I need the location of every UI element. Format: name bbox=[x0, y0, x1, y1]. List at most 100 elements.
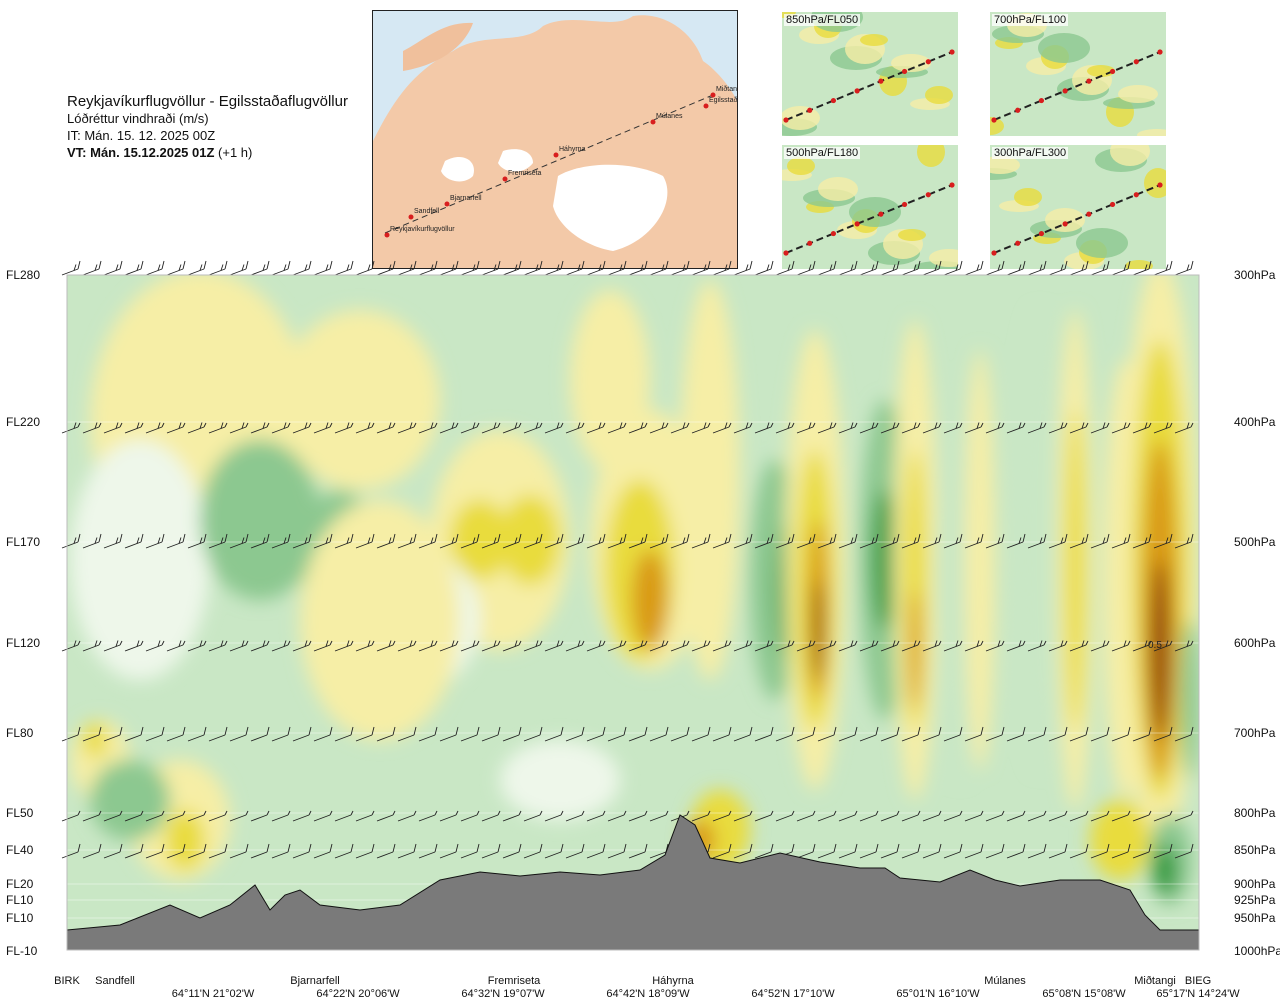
wind-barb bbox=[901, 533, 921, 549]
wind-barb bbox=[1111, 810, 1131, 822]
wind-barb bbox=[292, 260, 312, 276]
velocity-contour bbox=[1153, 845, 1177, 895]
wind-barb bbox=[838, 810, 858, 822]
wind-barb bbox=[313, 726, 333, 742]
wind-barb bbox=[544, 533, 564, 549]
velocity-contour bbox=[570, 290, 650, 470]
y-right-tick-label: 950hPa bbox=[1234, 911, 1276, 925]
wind-barb bbox=[1153, 810, 1173, 822]
level-map-700[interactable]: 700hPa/FL100 bbox=[976, 12, 1177, 141]
wind-barb bbox=[1027, 260, 1047, 276]
wind-barb bbox=[964, 422, 984, 434]
wind-barb bbox=[943, 843, 963, 859]
y-left-tick-label: FL120 bbox=[6, 636, 41, 650]
wind-barb bbox=[439, 726, 459, 742]
wind-barb bbox=[313, 422, 333, 434]
wind-barb bbox=[208, 726, 228, 742]
wind-barb bbox=[985, 726, 1005, 742]
thumb-waypoint bbox=[901, 201, 908, 208]
map-waypoint-marker bbox=[444, 201, 450, 207]
wind-barb bbox=[1111, 843, 1131, 859]
wind-barb bbox=[229, 726, 249, 742]
wind-barb bbox=[124, 640, 144, 652]
wind-barb bbox=[376, 533, 396, 549]
wind-barb bbox=[1153, 843, 1173, 859]
map-waypoint-marker bbox=[408, 214, 414, 220]
wind-barb bbox=[733, 810, 753, 822]
wind-barb bbox=[712, 726, 732, 742]
level-map-500-canvas bbox=[772, 137, 969, 273]
y-left-tick-label: FL-10 bbox=[6, 944, 38, 958]
wind-barb bbox=[481, 533, 501, 549]
velocity-contour bbox=[1180, 620, 1199, 780]
x-waypoint-label: Fremriseta bbox=[487, 975, 541, 987]
wind-barb bbox=[649, 640, 669, 652]
wind-barb bbox=[1090, 640, 1110, 652]
wind-barb bbox=[250, 843, 270, 859]
wind-barb bbox=[82, 260, 102, 276]
wind-barb bbox=[1069, 810, 1089, 822]
wind-barb bbox=[355, 843, 375, 859]
wind-barb bbox=[943, 810, 963, 822]
wind-barb bbox=[292, 843, 312, 859]
map-waypoint-label: Sandfell bbox=[414, 208, 440, 215]
thumb-route-line bbox=[785, 184, 953, 254]
wind-barb bbox=[1132, 640, 1152, 652]
x-coordinate-label: 64°11'N 21°02'W bbox=[171, 988, 255, 1000]
wind-barb bbox=[565, 726, 585, 742]
wind-barb bbox=[586, 843, 606, 859]
thumb-waypoint bbox=[830, 97, 837, 104]
wind-barb bbox=[586, 640, 606, 652]
wind-barb bbox=[1006, 260, 1026, 276]
wind-barb bbox=[817, 726, 837, 742]
wind-barb bbox=[880, 533, 900, 549]
wind-barb bbox=[985, 640, 1005, 652]
thumb-route-line bbox=[785, 51, 953, 121]
level-map-300[interactable]: 300hPa/FL300 bbox=[965, 136, 1172, 272]
wind-barb bbox=[607, 533, 627, 549]
wind-barb bbox=[901, 422, 921, 434]
wind-barb bbox=[754, 843, 774, 859]
wind-barb bbox=[880, 260, 900, 276]
wind-barb bbox=[1048, 260, 1068, 276]
wind-barb bbox=[229, 260, 249, 276]
x-coordinate-label: 64°32'N 19°07'W bbox=[461, 988, 545, 1000]
wind-barb bbox=[355, 533, 375, 549]
wind-barb bbox=[880, 726, 900, 742]
level-map-850-canvas bbox=[765, 2, 958, 136]
wind-barb bbox=[481, 260, 501, 276]
level-map-850[interactable]: 850hPa/FL050 bbox=[765, 2, 958, 136]
y-left-tick-label: FL10 bbox=[6, 911, 34, 925]
velocity-contour bbox=[965, 350, 995, 770]
wind-barb bbox=[376, 810, 396, 822]
wind-barb bbox=[1111, 422, 1131, 434]
wind-barb bbox=[817, 260, 837, 276]
wind-barb bbox=[61, 640, 81, 652]
wind-barb bbox=[1174, 843, 1194, 859]
wind-barb bbox=[523, 843, 543, 859]
wind-barb bbox=[418, 726, 438, 742]
wind-barb bbox=[82, 726, 102, 742]
level-map-500[interactable]: 500hPa/FL180 bbox=[772, 137, 969, 273]
wind-barb bbox=[586, 726, 606, 742]
wind-barb bbox=[1174, 726, 1194, 742]
thumb-waypoint bbox=[1062, 221, 1068, 227]
velocity-contour bbox=[200, 440, 320, 600]
wind-barb bbox=[859, 810, 879, 822]
route-map[interactable]: Reykjavíkurflugvöllur Sandfell Bjarnarfell… bbox=[372, 10, 743, 269]
wind-barb bbox=[61, 726, 81, 742]
wind-barb bbox=[1006, 422, 1026, 434]
wind-barb bbox=[334, 260, 354, 276]
y-right-tick-label: 800hPa bbox=[1234, 806, 1276, 820]
wind-barb bbox=[313, 533, 333, 549]
level-map-700-canvas bbox=[976, 12, 1177, 141]
thumb-contour bbox=[849, 197, 901, 227]
wind-barb bbox=[943, 640, 963, 652]
wind-barb bbox=[1132, 260, 1152, 276]
velocity-contour bbox=[1090, 800, 1150, 880]
wind-barb bbox=[649, 533, 669, 549]
x-waypoint-label: Háhyrna bbox=[652, 975, 694, 987]
wind-barb bbox=[691, 810, 711, 822]
wind-barb bbox=[796, 640, 816, 652]
velocity-contour bbox=[500, 495, 560, 585]
